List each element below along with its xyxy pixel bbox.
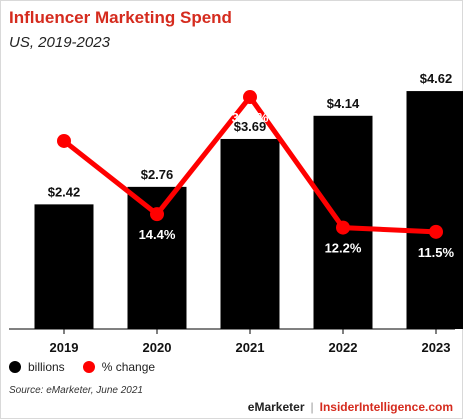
x-tick-label: 2021 [236, 340, 265, 355]
change-value-label: 12.2% [325, 241, 362, 256]
change-value-label: 33.6% [232, 110, 269, 125]
change-value-label: 14.4% [139, 227, 176, 242]
change-value-label: 11.5% [418, 245, 455, 260]
bar-value-label: $2.76 [141, 167, 174, 182]
x-tick-label: 2022 [329, 340, 358, 355]
x-tick-label: 2020 [143, 340, 172, 355]
bar-2023 [406, 91, 463, 329]
legend-change-marker [82, 361, 95, 373]
change-point-2022 [336, 220, 350, 235]
x-tick-label: 2023 [422, 340, 451, 355]
bar-2021 [220, 138, 280, 329]
bar-value-label: $2.42 [48, 184, 81, 199]
change-point-2023 [429, 224, 443, 239]
legend-change-label: % change [101, 360, 156, 374]
legend-billions-marker [9, 361, 21, 373]
chart-legend: billions % change [9, 360, 173, 374]
change-value-label: 26.4% [46, 154, 83, 169]
x-tick-label: 2019 [50, 340, 79, 355]
change-point-2020 [150, 207, 164, 222]
legend-billions-label: billions [28, 360, 65, 374]
chart-title: Influencer Marketing Spend [9, 8, 232, 27]
chart-subtitle: US, 2019-2023 [9, 34, 110, 51]
legend-item-change: % change [82, 360, 156, 374]
change-point-2019 [57, 133, 71, 148]
source-note: Source: eMarketer, June 2021 [9, 385, 143, 396]
bar-2019 [34, 204, 94, 329]
bar-value-label: $4.62 [420, 71, 453, 86]
brand-separator: | [310, 400, 314, 414]
legend-item-billions: billions [9, 360, 65, 374]
brand-insider-intelligence: InsiderIntelligence.com [319, 400, 453, 414]
change-point-2021 [243, 90, 257, 105]
bar-value-label: $4.14 [327, 96, 360, 111]
bar-value-label: $3.69 [234, 119, 267, 134]
brand-emarketer: eMarketer [247, 400, 305, 414]
brand-footer: eMarketer | InsiderIntelligence.com [248, 400, 453, 414]
